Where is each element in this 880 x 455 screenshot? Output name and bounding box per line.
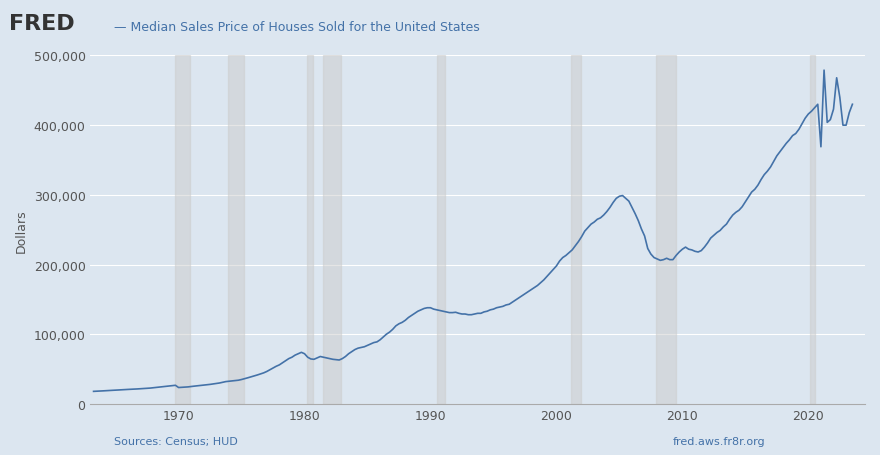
Bar: [571, 56, 581, 404]
Text: — Median Sales Price of Houses Sold for the United States: — Median Sales Price of Houses Sold for …: [114, 20, 480, 34]
Bar: [436, 56, 445, 404]
Y-axis label: Dollars: Dollars: [15, 208, 28, 252]
Bar: [810, 56, 815, 404]
Bar: [324, 56, 341, 404]
Bar: [656, 56, 676, 404]
Bar: [175, 56, 190, 404]
Text: FRED: FRED: [9, 14, 75, 34]
Text: fred.aws.fr8r.org: fred.aws.fr8r.org: [673, 436, 766, 446]
Bar: [306, 56, 313, 404]
Text: Sources: Census; HUD: Sources: Census; HUD: [114, 436, 238, 446]
Bar: [228, 56, 244, 404]
